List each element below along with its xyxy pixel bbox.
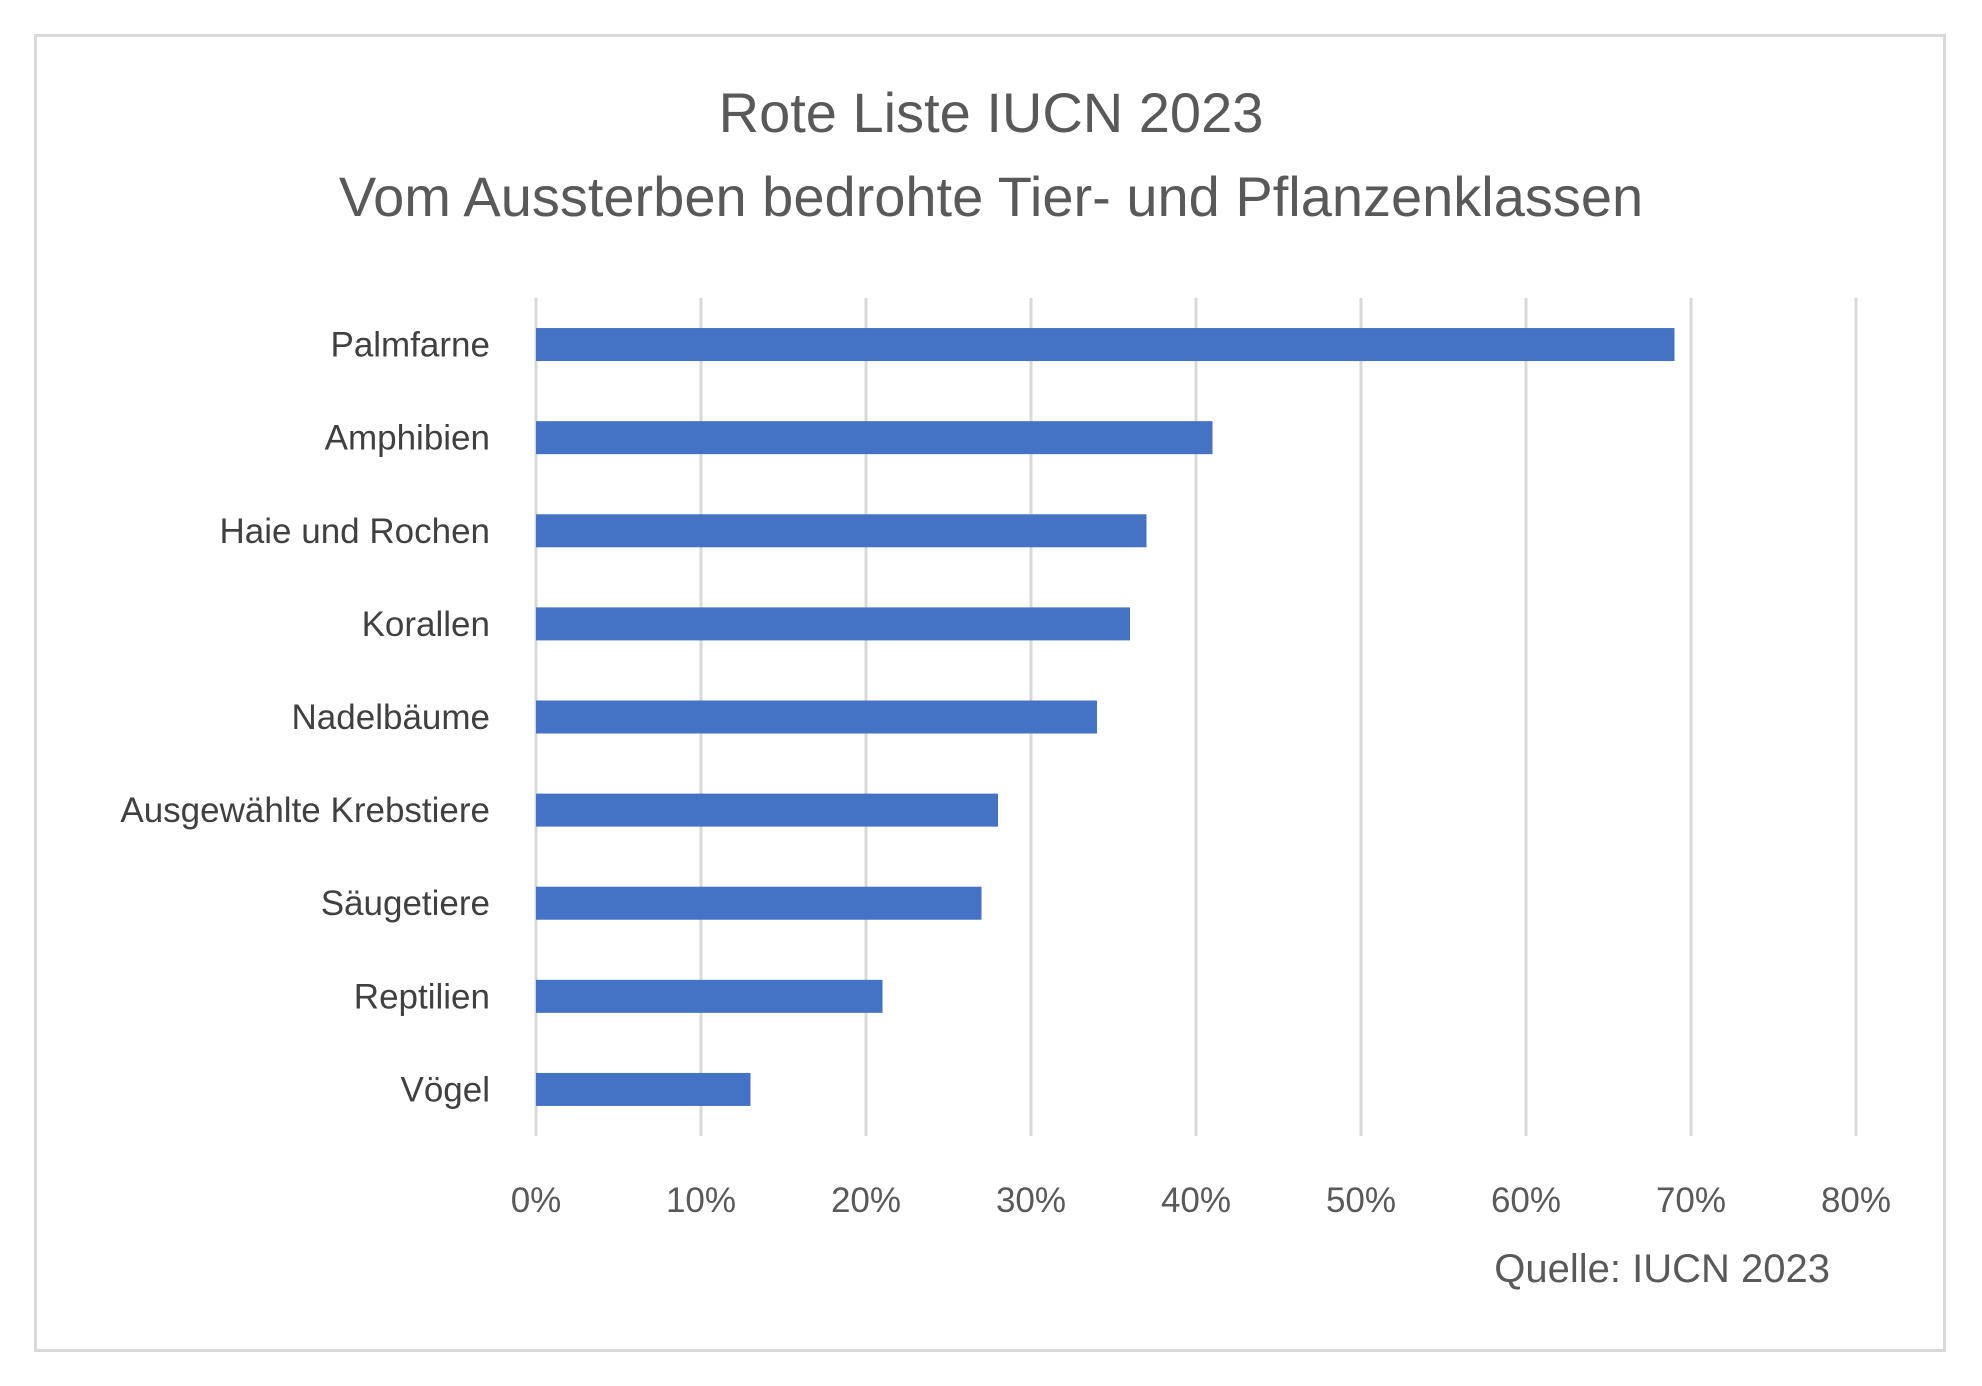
category-label: Reptilien: [354, 977, 490, 1016]
bar: [536, 979, 883, 1013]
bar: [536, 607, 1130, 641]
x-tick-label: 60%: [1491, 1181, 1561, 1220]
category-label: Amphibien: [325, 419, 490, 458]
source-note: Quelle: IUCN 2023: [1494, 1247, 1830, 1291]
bar: [536, 421, 1213, 455]
x-tick-label: 0%: [511, 1181, 562, 1220]
bar: [536, 1072, 751, 1106]
bar: [536, 700, 1097, 734]
chart-title: Rote Liste IUCN 2023: [719, 81, 1264, 144]
bar: [536, 328, 1675, 362]
category-label: Palmfarne: [330, 326, 490, 365]
category-labels: Palmfarne Amphibien Haie und Rochen Koralle…: [120, 326, 490, 1110]
bar: [536, 886, 982, 920]
category-label: Nadelbäume: [292, 698, 490, 737]
category-label: Ausgewählte Krebstiere: [120, 791, 490, 830]
x-tick-label: 40%: [1161, 1181, 1231, 1220]
x-tick-label: 10%: [666, 1181, 736, 1220]
x-tick-label: 20%: [831, 1181, 901, 1220]
bars: [536, 328, 1675, 1106]
x-tick-label: 80%: [1821, 1181, 1891, 1220]
category-label: Korallen: [362, 605, 490, 644]
x-tick-label: 70%: [1656, 1181, 1726, 1220]
category-label: Säugetiere: [321, 884, 490, 923]
category-label: Vögel: [400, 1070, 490, 1109]
x-tick-label: 50%: [1326, 1181, 1396, 1220]
chart-subtitle: Vom Aussterben bedrohte Tier- und Pflanz…: [339, 165, 1643, 228]
x-axis-tick-labels: 0% 10% 20% 30% 40% 50% 60% 70% 80%: [511, 1181, 1891, 1220]
bar: [536, 514, 1147, 548]
category-label: Haie und Rochen: [220, 512, 490, 551]
chart-frame: [34, 34, 1946, 1352]
x-tick-label: 30%: [996, 1181, 1066, 1220]
bar: [536, 793, 998, 827]
